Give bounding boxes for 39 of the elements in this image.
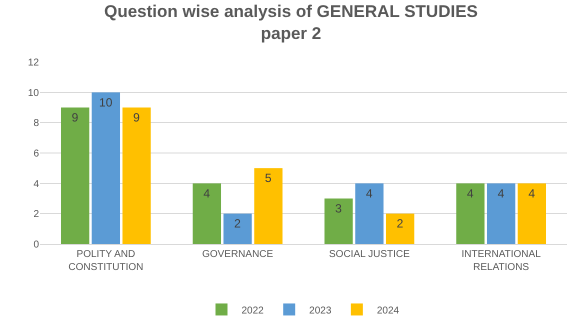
- data-label: 9: [72, 110, 79, 124]
- bar: [386, 214, 414, 244]
- bar: [324, 198, 353, 244]
- bar: [223, 214, 252, 244]
- x-tick-label: GOVERNANCE: [202, 249, 274, 260]
- y-tick-label: 10: [28, 88, 40, 99]
- data-label: 4: [528, 186, 536, 200]
- bar: [60, 108, 90, 244]
- x-tick-label: SOCIAL JUSTICE: [328, 249, 410, 260]
- data-label: 3: [335, 202, 342, 216]
- y-tick-label: 12: [28, 58, 40, 68]
- data-label: 9: [133, 110, 140, 124]
- bar: [92, 92, 120, 244]
- x-tick-label: INTERNATIONAL RELATIONS: [461, 249, 542, 273]
- data-label: 4: [498, 186, 505, 200]
- bar: [192, 183, 222, 244]
- data-label: 5: [264, 171, 272, 186]
- y-tick-label: 8: [33, 118, 40, 130]
- bar: [456, 183, 485, 244]
- legend-label: 2024: [376, 305, 400, 316]
- data-label: 4: [466, 186, 474, 200]
- data-label: 4: [366, 186, 373, 200]
- data-label: 10: [99, 95, 113, 110]
- bar: [122, 108, 151, 244]
- bar: [518, 183, 546, 244]
- chart-title: Question wise analysis of GENERAL STUDIES paper 2: [104, 2, 478, 43]
- data-label: 2: [396, 216, 404, 231]
- y-tick-label: 4: [33, 178, 40, 190]
- bar: [254, 168, 283, 244]
- bar: [355, 183, 384, 244]
- data-label: 2: [234, 216, 242, 231]
- legend-label: 2022: [242, 305, 264, 316]
- y-tick-label: 6: [33, 148, 40, 160]
- y-tick-label: 2: [33, 209, 40, 220]
- legend-label: 2023: [309, 305, 332, 316]
- y-tick-label: 0: [33, 240, 40, 250]
- bar: [486, 183, 516, 244]
- data-label: 4: [203, 186, 210, 200]
- x-tick-label: POLITY AND CONSTITUTION: [68, 249, 144, 273]
